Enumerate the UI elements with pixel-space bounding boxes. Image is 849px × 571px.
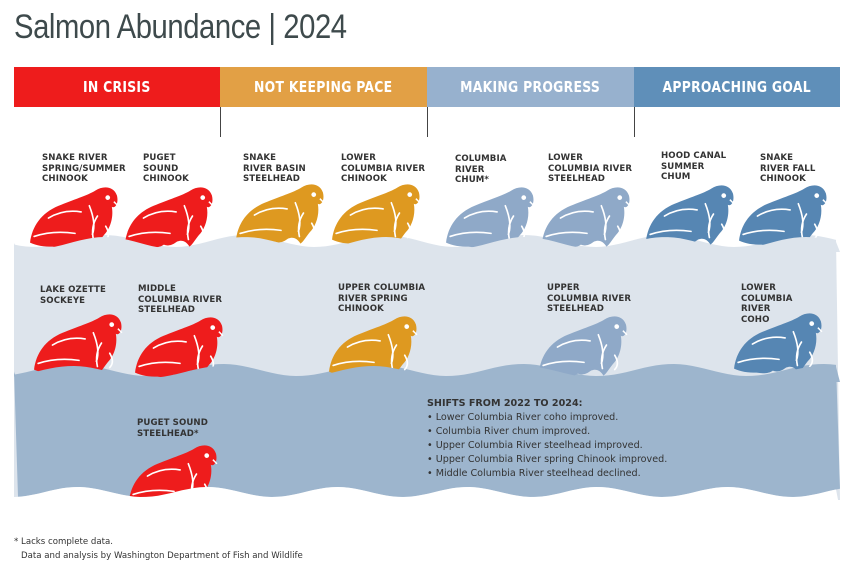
species-label: MIDDLE COLUMBIA RIVER STEELHEAD: [138, 284, 223, 315]
shift-item: Upper Columbia River steelhead improved.: [427, 439, 667, 453]
category-divider: [634, 107, 635, 137]
species-label: LOWER COLUMBIA RIVER COHO: [741, 283, 793, 325]
category-divider: [427, 107, 428, 137]
footnote-lacks-data: * Lacks complete data.: [14, 537, 113, 547]
species-label: SNAKE RIVER BASIN STEELHEAD: [243, 153, 306, 184]
salmon-icon: [331, 183, 421, 246]
species-label: COLUMBIA RIVER CHUM*: [455, 154, 507, 185]
species-label: HOOD CANAL SUMMER CHUM: [661, 151, 727, 182]
species-label: UPPER COLUMBIA RIVER STEELHEAD: [547, 283, 632, 314]
category-header-in-crisis: IN CRISIS: [14, 67, 220, 107]
species-label: LAKE OZETTE SOCKEYE: [40, 285, 106, 306]
salmon-icon: [235, 183, 325, 246]
species-label: SNAKE RIVER FALL CHINOOK: [760, 153, 816, 184]
shifts-list: Lower Columbia River coho improved. Colu…: [427, 411, 668, 481]
category-header-approaching-goal: APPROACHING GOAL: [634, 67, 840, 107]
salmon-icon: [541, 186, 631, 249]
shift-item: Middle Columbia River steelhead declined…: [427, 467, 667, 481]
shift-item: Columbia River chum improved.: [427, 425, 667, 439]
category-label: IN CRISIS: [83, 78, 151, 96]
species-label: SNAKE RIVER SPRING/SUMMER CHINOOK: [42, 153, 126, 184]
shift-item: Upper Columbia River spring Chinook impr…: [427, 453, 668, 467]
salmon-icon: [124, 186, 214, 249]
shift-item: Lower Columbia River coho improved.: [427, 411, 667, 425]
category-label: APPROACHING GOAL: [662, 78, 812, 96]
species-label: LOWER COLUMBIA RIVER CHINOOK: [341, 153, 426, 184]
salmon-icon: [645, 184, 735, 247]
species-label: PUGET SOUND CHINOOK: [143, 153, 189, 184]
shifts-title: SHIFTS FROM 2022 TO 2024:: [427, 398, 583, 409]
wave-foreground: [14, 366, 840, 382]
footnote-source: Data and analysis by Washington Departme…: [21, 550, 303, 561]
wave-bottom-edge: [14, 487, 840, 510]
wave-foreground: [14, 237, 840, 252]
shifts-panel: SHIFTS FROM 2022 TO 2024: Lower Columbia…: [427, 398, 667, 481]
page-title: Salmon Abundance | 2024: [14, 8, 347, 46]
footnotes: * Lacks complete data. Data and analysis…: [14, 536, 303, 563]
species-label: UPPER COLUMBIA RIVER SPRING CHINOOK: [338, 283, 426, 314]
category-label: NOT KEEPING PACE: [254, 78, 393, 96]
category-header-not-keeping-pace: NOT KEEPING PACE: [220, 67, 427, 107]
species-label: LOWER COLUMBIA RIVER STEELHEAD: [548, 153, 633, 184]
category-divider: [220, 107, 221, 137]
category-label: MAKING PROGRESS: [460, 78, 601, 96]
category-header-making-progress: MAKING PROGRESS: [427, 67, 634, 107]
species-label: PUGET SOUND STEELHEAD*: [137, 418, 208, 439]
